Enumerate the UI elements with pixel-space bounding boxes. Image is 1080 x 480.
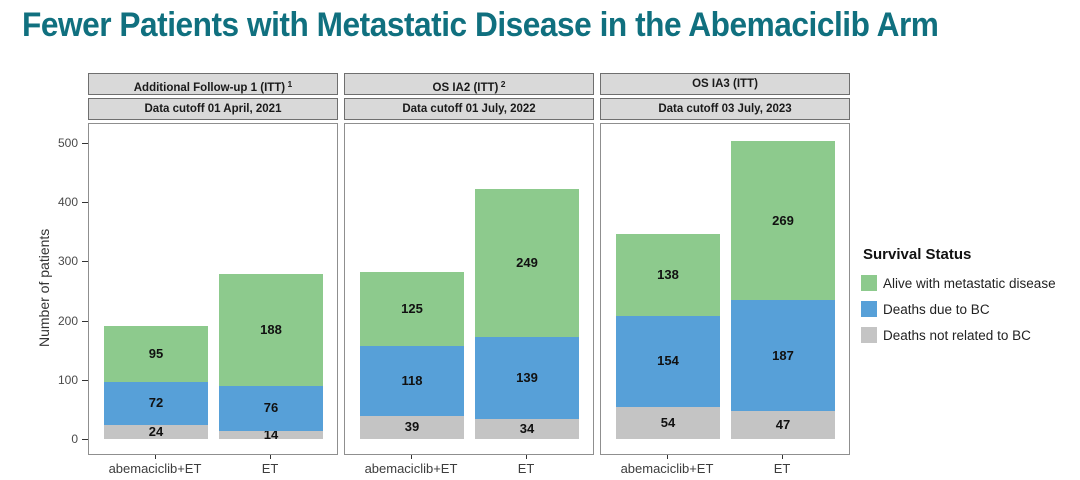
strip-title-row: OS IA3 (ITT)	[600, 73, 850, 95]
bar-value-label: 118	[401, 372, 423, 388]
strip-cutoff-label: Data cutoff 03 July, 2023	[658, 103, 792, 115]
bar-value-label: 269	[772, 212, 794, 228]
y-axis-tick-mark	[82, 439, 88, 440]
strip-title: OS IA2 (ITT)	[432, 82, 499, 94]
x-axis-tick-mark	[526, 455, 527, 459]
legend-item: Deaths due to BC	[861, 296, 1076, 322]
bar-segment	[219, 274, 323, 386]
bar-segment	[219, 430, 323, 439]
strip-title: OS IA3 (ITT)	[692, 78, 758, 90]
y-axis-tick-label: 400	[57, 195, 78, 210]
legend-item-label: Deaths not related to BC	[883, 327, 1031, 343]
x-axis-tick-mark	[782, 455, 783, 459]
strip-cutoff-label: Data cutoff 01 July, 2022	[402, 103, 536, 115]
strip-superscript: 1	[285, 79, 293, 89]
bar-value-label: 154	[657, 353, 679, 369]
plot-area: 54 154 138 47 187 269	[600, 123, 850, 455]
x-axis-label: abemaciclib+ET	[620, 461, 714, 476]
legend-title: Survival Status	[863, 246, 972, 263]
bar-segment	[360, 272, 464, 347]
plot-area: 39 118 125 34 139 249	[344, 123, 594, 455]
bar-value-label: 187	[772, 347, 794, 363]
x-axis-label: abemaciclib+ET	[364, 461, 458, 476]
bar-value-label: 76	[263, 400, 279, 416]
bar-segment	[360, 415, 464, 439]
bar-segment	[731, 411, 835, 439]
legend-swatch-alive-green	[861, 275, 877, 291]
strip-cutoff-row: Data cutoff 01 July, 2022	[344, 98, 594, 120]
legend-item-label: Deaths due to BC	[883, 301, 990, 317]
bar-value-label: 139	[516, 369, 538, 385]
plot-area: 24 72 95 14 76 188	[88, 123, 338, 455]
page-title: Fewer Patients with Metastatic Disease i…	[22, 6, 939, 44]
bar-value-label: 34	[519, 420, 535, 436]
y-axis-tick-label: 300	[57, 254, 78, 269]
bar-segment	[475, 418, 579, 439]
x-axis-label: abemaciclib+ET	[108, 461, 202, 476]
bar-segment	[475, 189, 579, 337]
x-axis-tick-mark	[667, 455, 668, 459]
bar-value-label: 249	[516, 254, 538, 270]
strip-cutoff-row: Data cutoff 03 July, 2023	[600, 98, 850, 120]
bar-value-label: 24	[148, 423, 164, 439]
bar-segment	[731, 300, 835, 412]
strip-superscript: 2	[498, 79, 506, 89]
y-axis-tick-label: 100	[57, 372, 78, 387]
legend-swatch-deaths-bc-blue	[861, 301, 877, 317]
bar-value-label: 188	[260, 322, 282, 338]
x-axis-tick-mark	[155, 455, 156, 459]
bar-segment	[219, 385, 323, 431]
y-axis-tick-mark	[82, 261, 88, 263]
x-axis-tick-mark	[411, 455, 412, 459]
strip-title: Additional Follow-up 1 (ITT)	[133, 82, 286, 94]
y-axis-tick-mark	[82, 202, 88, 204]
y-axis-tick-mark	[82, 320, 88, 322]
bar-value-label: 125	[401, 301, 423, 317]
legend-item-label: Alive with metastatic disease	[883, 275, 1056, 291]
bar-value-label: 39	[404, 419, 420, 435]
strip-title-row: Additional Follow-up 1 (ITT) 1	[88, 73, 338, 95]
legend: Survival Status Alive with metastatic di…	[861, 246, 1076, 348]
bar-segment	[104, 382, 208, 425]
bar-value-label: 54	[660, 415, 676, 431]
bar-value-label: 47	[775, 417, 791, 433]
bar-segment	[731, 141, 835, 301]
facet-panel: Additional Follow-up 1 (ITT) 1 Data cutof…	[88, 73, 338, 476]
strip-title-row: OS IA2 (ITT) 2	[344, 73, 594, 95]
strip-cutoff-row: Data cutoff 01 April, 2021	[88, 98, 338, 120]
x-axis-label: ET	[773, 461, 791, 476]
legend-item: Alive with metastatic disease	[861, 270, 1076, 296]
bar-value-label: 72	[148, 395, 164, 411]
bar-value-label: 95	[148, 346, 164, 362]
facet-panel: OS IA2 (ITT) 2 Data cutoff 01 July, 2022 3…	[344, 73, 594, 476]
bar-segment	[616, 407, 720, 439]
strip-cutoff-label: Data cutoff 01 April, 2021	[144, 103, 282, 115]
bar-segment	[104, 424, 208, 439]
legend-swatch-deaths-other-gray	[861, 327, 877, 343]
bar-segment	[475, 336, 579, 419]
y-axis-tick-mark	[82, 379, 88, 381]
x-axis-tick-mark	[270, 455, 271, 459]
legend-item: Deaths not related to BC	[861, 322, 1076, 348]
bar-segment	[104, 325, 208, 383]
facet-panel: OS IA3 (ITT) Data cutoff 03 July, 2023 54 1…	[600, 73, 850, 476]
x-axis-label: ET	[517, 461, 535, 476]
y-axis-tick-label: 500	[57, 136, 78, 150]
y-axis-title: Number of patients	[36, 228, 52, 348]
y-axis-tick-label: 200	[57, 313, 78, 328]
bar-segment	[616, 234, 720, 316]
y-axis-tick-mark	[82, 143, 88, 144]
bar-segment	[616, 315, 720, 408]
bar-segment	[360, 346, 464, 416]
y-axis-tick-label: 0	[71, 432, 78, 446]
x-axis-label: ET	[261, 461, 279, 476]
bar-value-label: 138	[657, 267, 679, 283]
